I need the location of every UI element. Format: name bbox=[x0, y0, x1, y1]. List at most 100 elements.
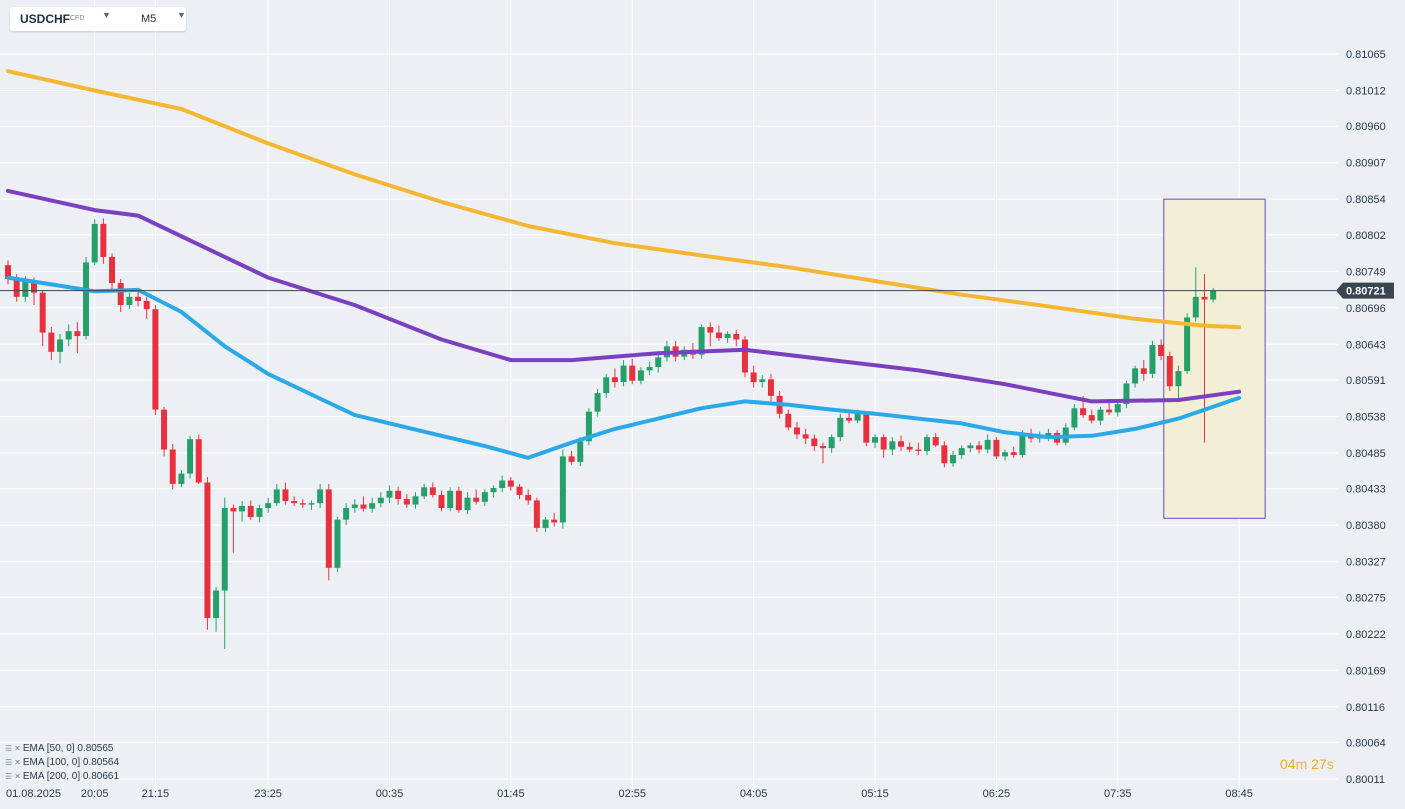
symbol-name: USDCHF bbox=[20, 12, 70, 26]
candle-body bbox=[230, 507, 237, 512]
menu-icon[interactable]: ☰ bbox=[5, 772, 13, 781]
candle-body bbox=[1192, 296, 1199, 318]
candle-body bbox=[256, 507, 263, 517]
candle-body bbox=[57, 339, 64, 352]
candle-body bbox=[1010, 452, 1017, 456]
candle-body bbox=[126, 296, 133, 306]
ema-50-line bbox=[6, 275, 1242, 460]
candle-body bbox=[759, 379, 766, 383]
legend-item-ema50: ☰ ✕ EMA [50, 0] 0.80565 bbox=[5, 742, 119, 756]
timeframe-selector[interactable]: M5 bbox=[141, 13, 157, 25]
candle-body bbox=[542, 519, 549, 528]
candle-body bbox=[967, 445, 974, 449]
candle-body bbox=[828, 437, 835, 449]
y-tick-label: 0.80960 bbox=[1346, 121, 1386, 133]
y-tick-label: 0.80538 bbox=[1346, 412, 1386, 424]
candle-body bbox=[369, 503, 376, 509]
candle-body bbox=[247, 505, 254, 517]
menu-icon[interactable]: ☰ bbox=[5, 758, 13, 767]
candle-body bbox=[793, 427, 800, 435]
candle-body bbox=[213, 590, 220, 619]
candle-body bbox=[750, 372, 757, 383]
candle-body bbox=[412, 496, 419, 505]
candle-body bbox=[854, 413, 861, 421]
candle-body bbox=[265, 503, 272, 508]
candle-body bbox=[785, 413, 792, 428]
candle-body bbox=[395, 490, 402, 500]
candle-body bbox=[924, 437, 931, 451]
symbol-selector[interactable]: USDCHF CFD ▼ M5 ▼ bbox=[10, 7, 186, 31]
caret-down-icon[interactable]: ▼ bbox=[177, 10, 186, 20]
candle-body bbox=[429, 487, 436, 495]
candle-body bbox=[1149, 344, 1156, 374]
candle-body bbox=[464, 497, 471, 511]
candle-body bbox=[421, 487, 428, 497]
y-tick-label: 0.80380 bbox=[1346, 520, 1386, 532]
y-tick-label: 0.80802 bbox=[1346, 230, 1386, 242]
candle-body bbox=[819, 446, 826, 449]
candle-body bbox=[490, 488, 497, 493]
candle-body bbox=[169, 449, 176, 484]
candle-body bbox=[109, 256, 116, 284]
legend-label: EMA [50, 0] 0.80565 bbox=[22, 743, 114, 754]
candle-body bbox=[334, 519, 341, 568]
candle-body bbox=[273, 489, 280, 504]
candle-body bbox=[178, 473, 185, 484]
candle-body bbox=[1184, 317, 1191, 372]
candle-body bbox=[1140, 368, 1147, 374]
y-tick-label: 0.80064 bbox=[1346, 738, 1386, 750]
candle-body bbox=[187, 439, 194, 474]
x-tick-label: 01:45 bbox=[497, 788, 525, 800]
candle-body bbox=[1097, 409, 1104, 421]
candle-body bbox=[603, 377, 610, 394]
close-icon[interactable]: ✕ bbox=[14, 772, 21, 781]
x-tick-label: 23:25 bbox=[254, 788, 282, 800]
close-icon[interactable]: ✕ bbox=[14, 758, 21, 767]
candle-body bbox=[898, 441, 905, 447]
x-tick-label: 21:15 bbox=[142, 788, 170, 800]
candle-body bbox=[204, 482, 211, 619]
y-tick-label: 0.80907 bbox=[1346, 158, 1386, 170]
x-tick-label: 08:45 bbox=[1225, 788, 1253, 800]
close-icon[interactable]: ✕ bbox=[14, 744, 21, 753]
candle-body bbox=[1080, 408, 1087, 416]
caret-down-icon[interactable]: ▼ bbox=[102, 10, 111, 20]
legend-label: EMA [200, 0] 0.80661 bbox=[22, 771, 120, 782]
candle-body bbox=[1175, 371, 1182, 387]
y-tick-label: 0.81012 bbox=[1346, 85, 1386, 97]
candle-body bbox=[39, 292, 46, 333]
menu-icon[interactable]: ☰ bbox=[5, 744, 13, 753]
candle-body bbox=[5, 265, 11, 279]
candle-body bbox=[516, 486, 523, 495]
candle-body bbox=[906, 446, 913, 450]
candle-body bbox=[308, 503, 315, 505]
candle-body bbox=[629, 365, 636, 381]
candle-body bbox=[282, 489, 289, 502]
candle-body bbox=[845, 417, 852, 421]
y-tick-label: 0.80643 bbox=[1346, 339, 1386, 351]
candle-body bbox=[221, 507, 228, 591]
candle-body bbox=[1201, 296, 1208, 300]
candle-body bbox=[1106, 409, 1113, 413]
candle-body bbox=[1045, 433, 1052, 436]
candle-body bbox=[984, 439, 991, 450]
candle-body bbox=[351, 504, 358, 508]
candle-body bbox=[135, 296, 142, 301]
candle-body bbox=[317, 489, 324, 504]
candle-body bbox=[1210, 290, 1217, 300]
candle-body bbox=[767, 379, 774, 396]
candle-body bbox=[551, 519, 558, 523]
candle-body bbox=[91, 223, 98, 263]
candle-body bbox=[811, 438, 818, 447]
candle-body bbox=[507, 480, 514, 487]
candle-body bbox=[837, 417, 844, 438]
candle-body bbox=[481, 492, 488, 502]
y-tick-label: 0.80011 bbox=[1346, 774, 1385, 786]
y-tick-label: 0.80169 bbox=[1346, 665, 1386, 677]
y-tick-label: 0.80327 bbox=[1346, 557, 1386, 569]
candle-body bbox=[473, 497, 480, 502]
candle-body bbox=[525, 494, 532, 501]
y-tick-label: 0.80591 bbox=[1346, 375, 1386, 387]
candle-body bbox=[932, 437, 939, 446]
